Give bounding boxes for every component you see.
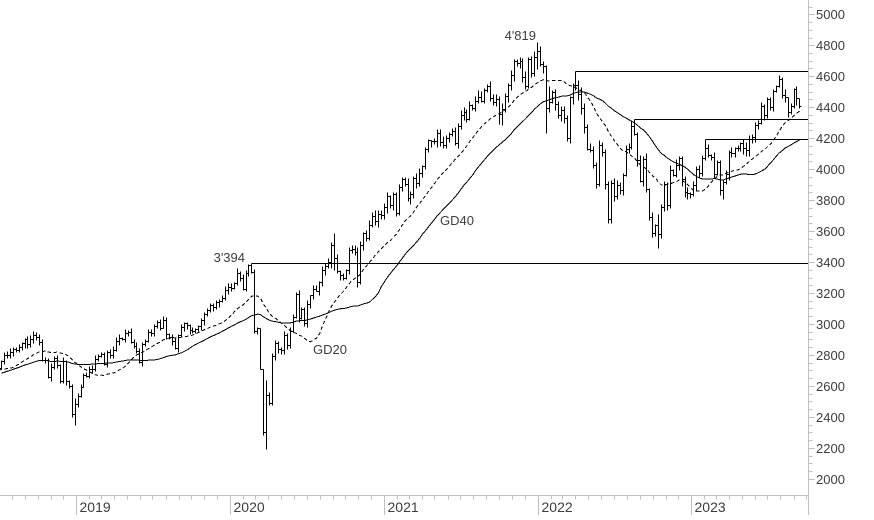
svg-text:3'394: 3'394 xyxy=(214,250,245,265)
svg-text:GD20: GD20 xyxy=(313,342,347,357)
svg-text:4200: 4200 xyxy=(816,131,845,146)
svg-text:3400: 3400 xyxy=(816,255,845,270)
svg-text:2019: 2019 xyxy=(80,499,111,515)
svg-text:4'819: 4'819 xyxy=(505,28,536,43)
svg-text:4400: 4400 xyxy=(816,100,845,115)
svg-text:2000: 2000 xyxy=(816,472,845,487)
svg-text:4600: 4600 xyxy=(816,69,845,84)
svg-text:3600: 3600 xyxy=(816,224,845,239)
svg-text:2200: 2200 xyxy=(816,441,845,456)
svg-text:2600: 2600 xyxy=(816,379,845,394)
svg-text:2800: 2800 xyxy=(816,348,845,363)
svg-text:5000: 5000 xyxy=(816,7,845,22)
svg-text:3800: 3800 xyxy=(816,193,845,208)
svg-text:3200: 3200 xyxy=(816,286,845,301)
svg-text:GD40: GD40 xyxy=(440,213,474,228)
svg-text:4800: 4800 xyxy=(816,38,845,53)
svg-text:2021: 2021 xyxy=(388,499,419,515)
svg-text:4000: 4000 xyxy=(816,162,845,177)
svg-text:2400: 2400 xyxy=(816,410,845,425)
svg-text:2020: 2020 xyxy=(234,499,265,515)
svg-text:2022: 2022 xyxy=(542,499,573,515)
svg-text:3000: 3000 xyxy=(816,317,845,332)
svg-text:2023: 2023 xyxy=(695,499,726,515)
